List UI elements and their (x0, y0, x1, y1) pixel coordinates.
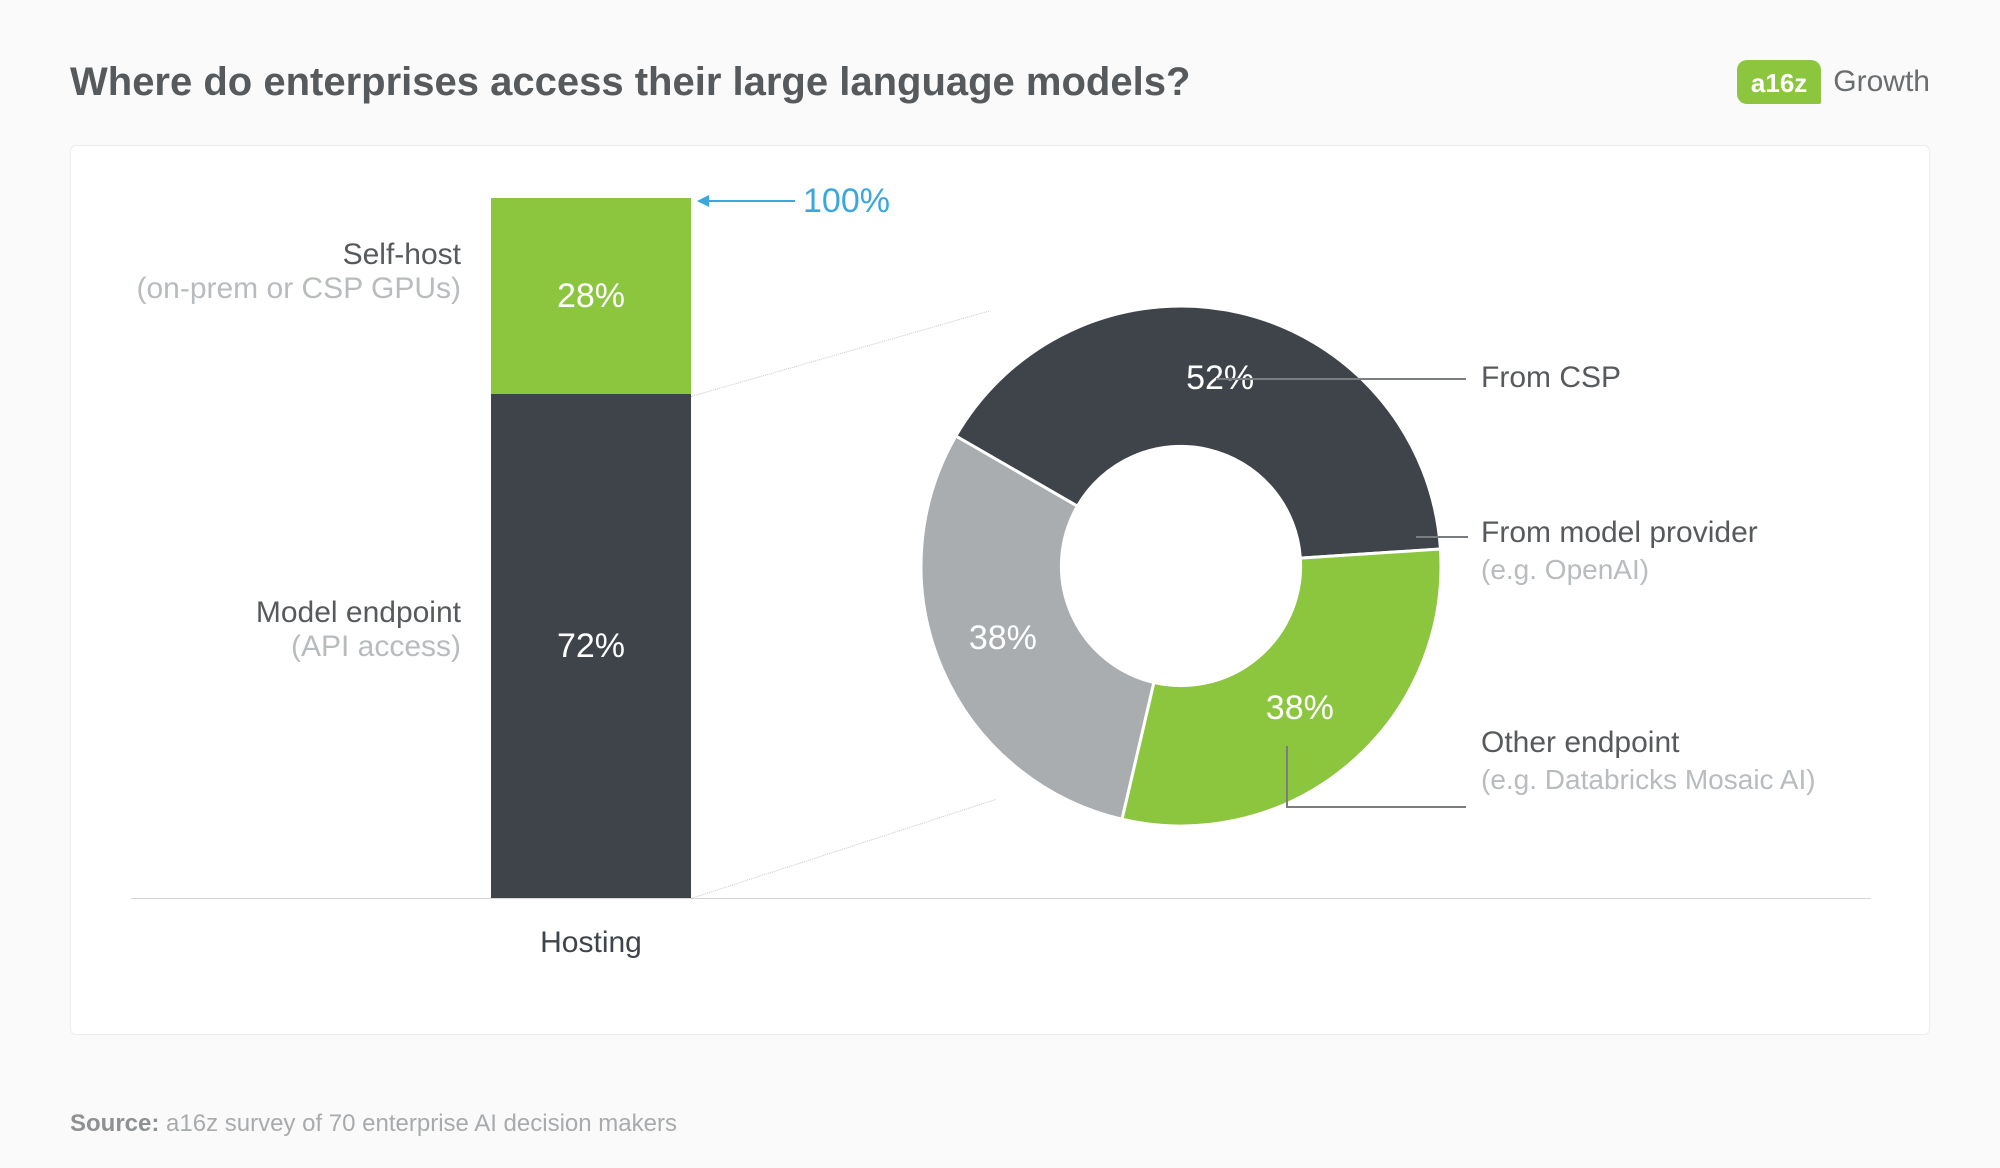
brand-logo: a16z Growth (1737, 60, 1930, 104)
chart-card: 28% 72% Hosting Self-host (on-prem or CS… (70, 145, 1930, 1035)
connector-other-v (1286, 746, 1288, 806)
connector-other-h2 (1466, 746, 1468, 806)
connector-csp (1216, 378, 1466, 380)
donut-slice-label-provider: 38% (1266, 689, 1334, 728)
legend-text: From model provider (1481, 516, 1961, 550)
donut-slice-label-other: 38% (969, 619, 1037, 658)
bar-seg-value: 72% (557, 627, 625, 666)
legend-sub: (e.g. OpenAI) (1481, 554, 1961, 586)
source-prefix: Source: (70, 1110, 159, 1137)
cat-sub: (API access) (131, 630, 461, 664)
cat-name: Self-host (131, 238, 461, 272)
cat-label-model-endpoint: Model endpoint (API access) (131, 596, 461, 664)
bar-seg-model-endpoint: 72% (491, 394, 691, 898)
page-title: Where do enterprises access their large … (70, 60, 1190, 105)
bar-seg-self-host: 28% (491, 198, 691, 394)
donut-legend-other: Other endpoint (e.g. Databricks Mosaic A… (1481, 726, 1961, 796)
logo-suffix: Growth (1833, 65, 1930, 99)
hosting-bar: 28% 72% (491, 198, 691, 898)
cat-sub: (on-prem or CSP GPUs) (131, 272, 461, 306)
connector-provider (1416, 536, 1468, 538)
bar-seg-value: 28% (557, 277, 625, 316)
callout-100: 100% (803, 182, 890, 221)
legend-sub: (e.g. Databricks Mosaic AI) (1481, 764, 1961, 796)
donut-chart: 52% 38% 38% (921, 306, 1441, 826)
donut-legend-provider: From model provider (e.g. OpenAI) (1481, 516, 1961, 586)
arrow-100 (699, 200, 795, 202)
logo-badge: a16z (1737, 60, 1821, 104)
chart-area: 28% 72% Hosting Self-host (on-prem or CS… (131, 186, 1869, 926)
cat-name: Model endpoint (131, 596, 461, 630)
cat-label-self-host: Self-host (on-prem or CSP GPUs) (131, 238, 461, 306)
bar-axis-label: Hosting (491, 926, 691, 960)
header: Where do enterprises access their large … (70, 60, 1930, 105)
connector-other-h (1286, 806, 1466, 808)
legend-text: From CSP (1481, 361, 1961, 395)
donut-svg (921, 306, 1441, 826)
legend-text: Other endpoint (1481, 726, 1961, 760)
donut-legend-csp: From CSP (1481, 361, 1961, 395)
source-line: Source: a16z survey of 70 enterprise AI … (70, 1110, 677, 1138)
source-text: a16z survey of 70 enterprise AI decision… (166, 1110, 677, 1137)
axis-baseline (131, 898, 1871, 899)
